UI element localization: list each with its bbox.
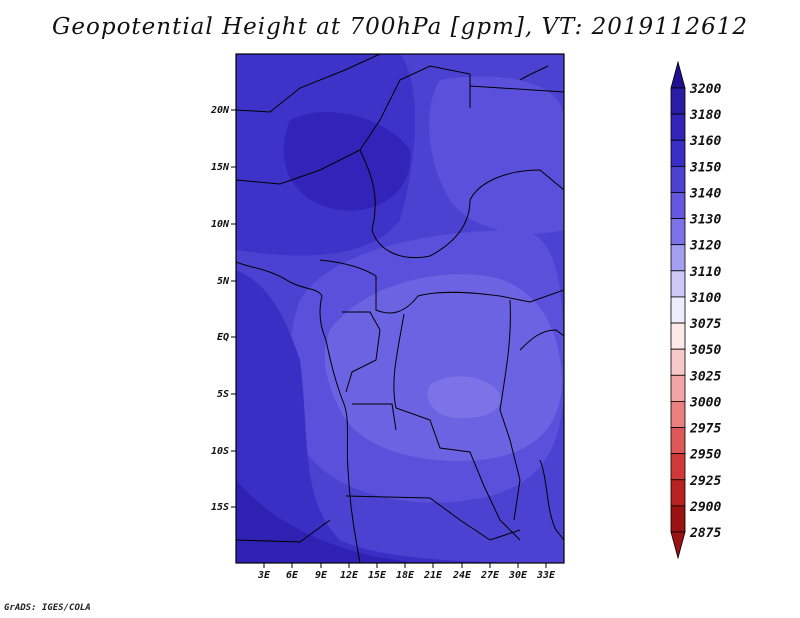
colorbar-level-label: 3160 — [689, 134, 721, 149]
lon-tick-label: 12E — [340, 570, 359, 581]
colorbar-swatch — [670, 296, 686, 324]
field-region-3120 — [427, 376, 501, 419]
coastlines-borders — [236, 54, 564, 563]
credit-label: GrADS: IGES/COLA — [4, 603, 91, 613]
field-region-3180 — [283, 111, 411, 211]
colorbar-swatch — [670, 270, 686, 298]
colorbar-level-label: 3130 — [689, 213, 721, 228]
colorbar-level-label: 3110 — [689, 265, 721, 280]
lat-tick-label: 5N — [217, 276, 230, 287]
colorbar-swatch — [670, 479, 686, 507]
colorbar-swatch — [670, 374, 686, 402]
colorbar-arrow-top — [670, 60, 686, 89]
border-east-1 — [429, 169, 564, 257]
border-lakes — [499, 299, 521, 521]
border-uganda — [519, 329, 564, 351]
colorbar-level-label: 3000 — [689, 395, 721, 410]
colorbar-swatch — [670, 218, 686, 246]
lon-tick-label: 9E — [315, 570, 328, 581]
map-title: Geopotential Height at 700hPa [gpm], VT:… — [52, 14, 748, 40]
border-malawi — [539, 459, 564, 541]
lon-tick-label: 3E — [257, 570, 271, 581]
border-central-north — [359, 149, 431, 258]
field-region-ne — [429, 76, 564, 234]
border-angola-south — [345, 495, 521, 541]
lon-tick-label: 30E — [508, 570, 528, 581]
border-angola-north — [352, 403, 397, 431]
field-region-south — [236, 480, 420, 563]
lon-tick-label: 24E — [452, 570, 472, 581]
lat-tick-label: 20N — [210, 105, 230, 116]
colorbar: 3200 3180 3160 3150 3140 3130 3120 3110 3100 3075… — [670, 60, 721, 560]
colorbar-swatch — [670, 401, 686, 428]
colorbar-level-label: 3025 — [689, 369, 721, 384]
colorbar-level-label: 3075 — [689, 317, 721, 332]
lat-tick-label: 10N — [211, 219, 230, 230]
lat-tick-label: 10S — [211, 446, 229, 457]
colorbar-swatch — [670, 139, 686, 167]
border-central — [319, 259, 564, 314]
lon-tick-label: 6E — [286, 570, 299, 581]
colorbar-swatch — [670, 192, 686, 219]
lat-tick-label: EQ — [217, 332, 229, 343]
border-north-2 — [236, 65, 471, 185]
coastline-west — [236, 261, 361, 563]
border-drc-south — [393, 313, 521, 541]
lat-axis: 20N 15N 10N 5N EQ 5S 10S 15S — [210, 105, 236, 513]
colorbar-swatch — [670, 87, 686, 115]
lat-tick-label: 5S — [217, 389, 229, 400]
coast-redsea — [519, 65, 549, 81]
height-field — [236, 54, 564, 563]
colorbar-swatch — [670, 322, 686, 350]
lon-tick-label: 27E — [480, 570, 500, 581]
colorbar-swatch — [670, 165, 686, 193]
lon-tick-label: 21E — [423, 570, 443, 581]
colorbar-swatch — [670, 113, 686, 141]
lon-tick-label: 18E — [396, 570, 415, 581]
colorbar-arrow-bottom — [670, 531, 686, 560]
colorbar-swatch — [670, 244, 686, 272]
colorbar-level-label: 3120 — [689, 239, 721, 254]
colorbar-level-label: 3050 — [689, 343, 721, 358]
lat-tick-label: 15N — [211, 162, 230, 173]
lon-tick-label: 33E — [536, 570, 556, 581]
lat-tick-label: 15S — [211, 502, 229, 513]
colorbar-labels: 3200 3180 3160 3150 3140 3130 3120 3110 3100 3075… — [689, 82, 721, 541]
colorbar-swatch — [670, 453, 686, 481]
lon-tick-label: 15E — [368, 570, 387, 581]
map-frame — [235, 53, 565, 564]
colorbar-level-label: 3200 — [689, 82, 721, 97]
border-north-1 — [236, 54, 381, 113]
colorbar-level-label: 3100 — [689, 291, 721, 306]
colorbar-level-label: 2900 — [689, 500, 721, 515]
colorbar-level-label: 3150 — [689, 160, 721, 175]
colorbar-level-label: 2875 — [689, 526, 721, 541]
colorbar-level-label: 3180 — [689, 108, 721, 123]
border-southwest — [236, 519, 331, 543]
colorbar-level-label: 2925 — [689, 474, 721, 489]
colorbar-level-label: 3140 — [689, 186, 721, 201]
colorbar-swatch — [670, 505, 686, 533]
field-region-3130 — [324, 274, 562, 461]
colorbar-swatch — [670, 427, 686, 455]
border-northeast — [469, 85, 564, 93]
colorbar-level-label: 2950 — [689, 448, 721, 463]
colorbar-boxes — [670, 60, 686, 560]
colorbar-swatch — [670, 348, 686, 376]
lon-axis: 3E 6E 9E 12E 15E 18E 21E 24E 27E 30E 33E — [257, 563, 556, 581]
colorbar-level-label: 2975 — [689, 422, 721, 437]
border-gabon — [342, 311, 381, 393]
